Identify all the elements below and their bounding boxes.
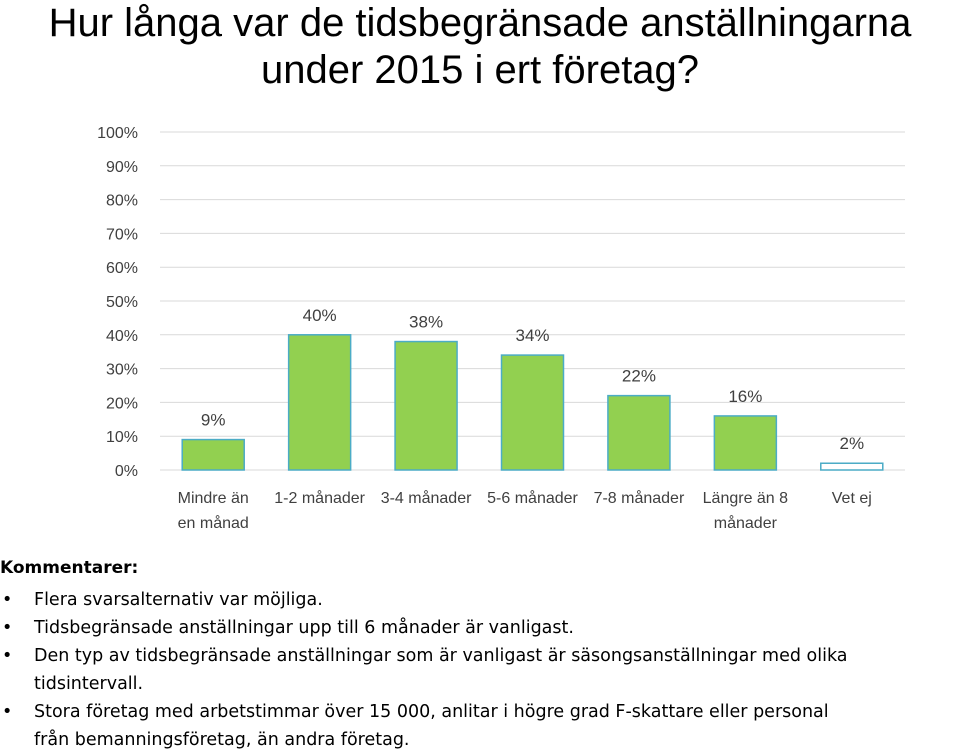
comments-heading: Kommentarer: (0, 558, 139, 578)
comment-text: Tidsbegränsade anställningar upp till 6 … (34, 618, 574, 638)
data-label: 22% (622, 367, 656, 386)
bar (287, 334, 352, 471)
y-tick-label: 40% (106, 328, 138, 345)
bar (607, 394, 671, 471)
x-tick-label: Mindre än (178, 490, 249, 507)
y-tick-label: 0% (115, 463, 138, 480)
data-label: 9% (201, 411, 226, 430)
x-tick-label: 1-2 månader (274, 489, 365, 507)
comment-item: • Flera svarsalternativ var möjliga. (0, 586, 960, 614)
y-tick-label: 90% (106, 159, 138, 176)
bar (500, 354, 565, 471)
bar (181, 438, 245, 471)
data-label: 40% (303, 306, 337, 325)
bar (820, 462, 884, 471)
comment-item: • Tidsbegränsade anställningar upp till … (0, 614, 960, 642)
chart-title-line-1: Hur långa var de tidsbegränsade anställn… (48, 1, 912, 45)
bullet-icon: • (2, 618, 13, 638)
x-tick-label: 7-8 månader (594, 489, 685, 507)
bullet-icon: • (2, 590, 13, 610)
x-tick-label: en månad (178, 514, 249, 532)
x-tick-label: Vet ej (832, 490, 872, 507)
comment-item: • Den typ av tidsbegränsade anställninga… (0, 642, 960, 698)
comments-section: Kommentarer: • Flera svarsalternativ var… (0, 556, 960, 754)
bullet-icon: • (2, 646, 13, 666)
comment-text: Den typ av tidsbegränsade anställningar … (34, 646, 848, 666)
chart-title: Hur långa var de tidsbegränsade anställn… (0, 0, 960, 94)
bar-chart: 0% 10% 20% 30% 40% 50% 60% 70% 80% 90% 100% 9% Mindr… (97, 125, 905, 532)
data-label: 38% (409, 313, 443, 332)
bullet-icon: • (2, 702, 13, 722)
data-label: 16% (728, 387, 762, 406)
data-label: 34% (515, 326, 549, 345)
comment-text: Stora företag med arbetstimmar över 15 0… (34, 702, 829, 722)
x-tick-label: månader (714, 514, 778, 532)
x-tick-label: Längre än 8 (703, 490, 789, 507)
y-tick-label: 60% (106, 260, 138, 277)
y-tick-label: 70% (106, 226, 138, 243)
chart-title-line-2: under 2015 i ert företag? (260, 48, 700, 92)
x-tick-label: 5-6 månader (487, 489, 578, 507)
y-tick-label: 100% (97, 125, 138, 142)
comment-text-continued: tidsintervall. (34, 674, 144, 694)
comment-text: Flera svarsalternativ var möjliga. (34, 590, 323, 610)
y-tick-label: 80% (106, 193, 138, 210)
bar (394, 340, 458, 471)
x-tick-label: 3-4 månader (381, 489, 472, 507)
data-label: 2% (839, 434, 864, 453)
y-tick-label: 30% (106, 362, 138, 379)
y-tick-label: 50% (106, 294, 138, 311)
y-tick-label: 20% (106, 395, 138, 412)
comment-item: • Stora företag med arbetstimmar över 15… (0, 698, 960, 754)
bar (713, 415, 778, 471)
y-tick-label: 10% (106, 429, 138, 446)
comment-text-continued: från bemanningsföretag, än andra företag… (34, 730, 410, 750)
comments-list: • Flera svarsalternativ var möjliga. • T… (0, 586, 960, 754)
